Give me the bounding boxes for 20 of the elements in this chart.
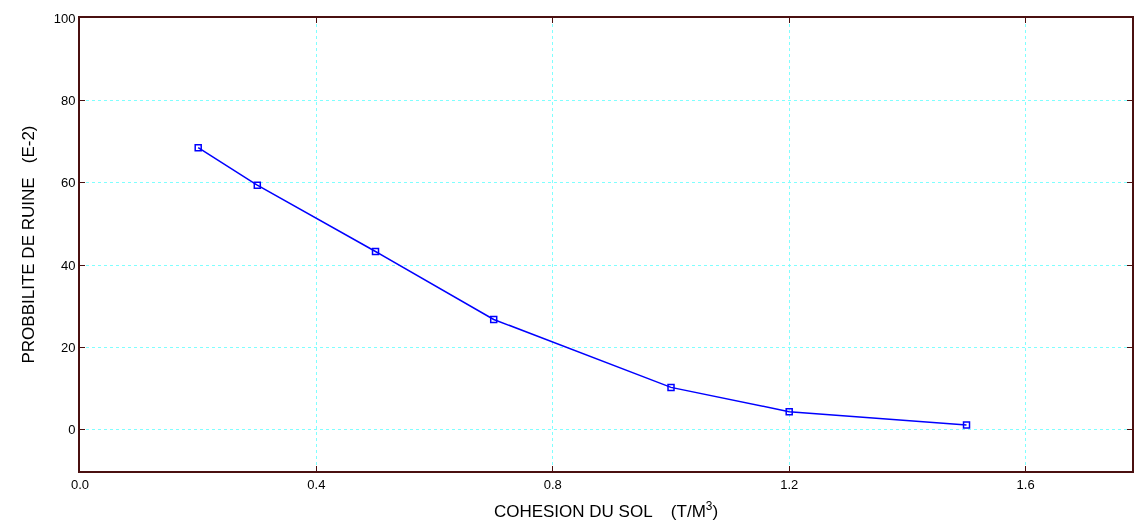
point <box>785 407 793 416</box>
y-tick-label: 40 <box>60 257 76 273</box>
y-tick-label: 20 <box>60 340 76 355</box>
point <box>667 383 675 392</box>
y-tick-label: 100 <box>53 10 76 26</box>
x-tick-label: 1.2 <box>780 476 799 492</box>
x-tick-label: 0.8 <box>543 476 562 492</box>
x-axis-title: COHESION DU SOL (T/M$^{3}$) <box>493 499 719 522</box>
y-tick-label: 80 <box>60 92 76 108</box>
point <box>489 315 498 324</box>
x-tick-label: 1.6 <box>1016 476 1035 492</box>
y-axis-title: PROBBILITE DE RUINE (E-2) <box>18 125 38 364</box>
point <box>253 181 262 189</box>
point <box>194 143 202 152</box>
x-tick-label: 0.0 <box>70 476 90 492</box>
y-tick-label: 60 <box>60 175 76 191</box>
y-tick-label: 0 <box>68 422 76 438</box>
point <box>962 421 971 429</box>
point <box>371 247 380 256</box>
x-tick-label: 0.4 <box>307 476 326 492</box>
